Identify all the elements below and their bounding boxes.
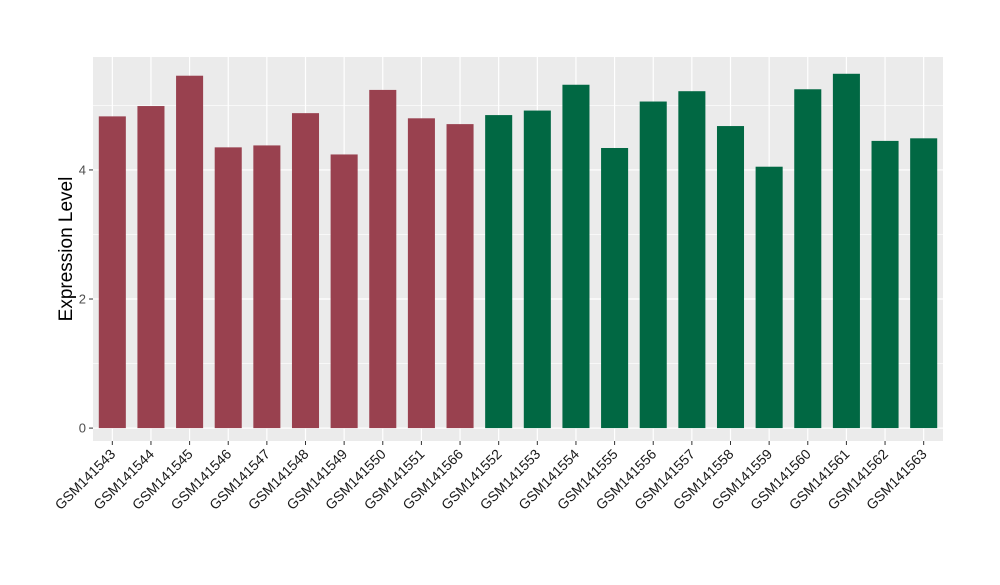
bar-GSM141550: [369, 89, 397, 429]
bar-GSM141566: [446, 124, 474, 429]
bar-GSM141546: [214, 147, 242, 429]
bar-GSM141544: [137, 106, 165, 429]
bar-GSM141552: [485, 115, 513, 429]
bar-GSM141553: [523, 110, 551, 429]
bar-GSM141551: [407, 118, 435, 429]
y-axis-label: Expression Level: [56, 177, 77, 322]
y-axis: 0 2 4: [79, 162, 93, 436]
bar-GSM141545: [176, 75, 204, 429]
y-tick-label: 4: [79, 162, 86, 177]
bar-GSM141562: [871, 140, 899, 429]
bar-GSM141559: [755, 166, 783, 429]
y-tick-label: 0: [79, 421, 86, 436]
bar-GSM141557: [678, 91, 706, 429]
bar-GSM141560: [794, 89, 822, 429]
y-tick-label: 2: [79, 292, 86, 307]
bar-GSM141547: [253, 145, 281, 429]
bar-GSM141554: [562, 84, 590, 429]
bar-GSM141548: [291, 113, 320, 429]
bar-GSM141543: [98, 116, 126, 429]
bar-GSM141549: [330, 154, 358, 429]
bar-GSM141555: [601, 147, 629, 429]
x-axis: GSM141543GSM141544GSM141545GSM141546GSM1…: [52, 441, 930, 513]
bar-GSM141556: [639, 101, 667, 429]
bar-GSM141561: [832, 73, 860, 429]
bar-GSM141558: [716, 126, 745, 429]
bar-GSM141563: [910, 138, 938, 429]
bars-group: [98, 73, 938, 429]
